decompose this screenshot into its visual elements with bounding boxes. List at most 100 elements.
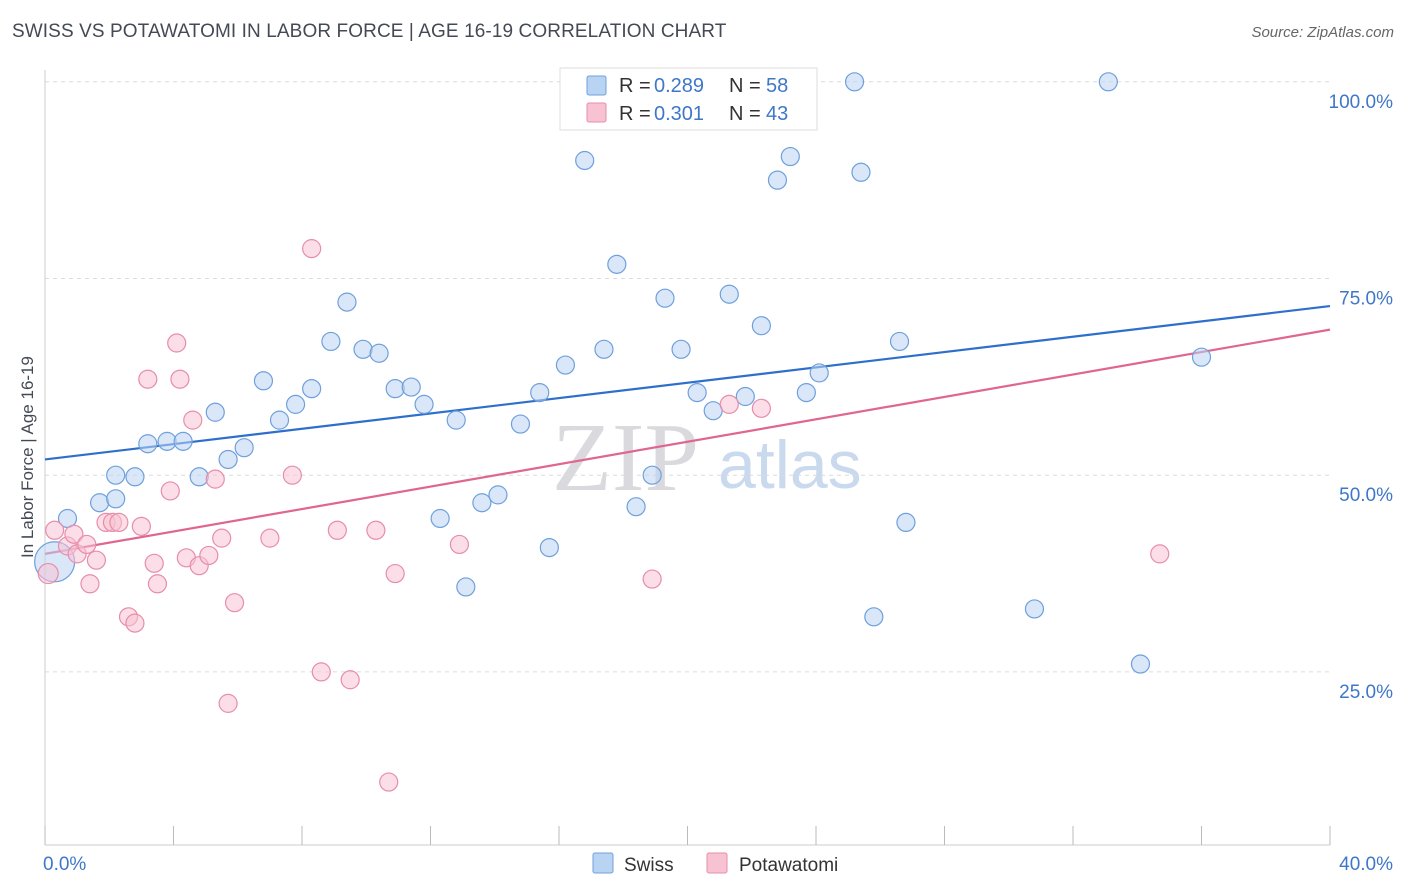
point-swiss-24 <box>430 508 450 529</box>
point-swiss-43 <box>735 386 755 407</box>
point-swiss-5 <box>125 467 145 487</box>
series-swiss <box>34 72 1212 674</box>
point-swiss-32 <box>555 355 576 375</box>
point-swiss-42 <box>719 284 739 304</box>
point-potawatomi-36 <box>385 563 405 584</box>
point-potawatomi-38 <box>642 569 662 589</box>
point-swiss-52 <box>889 331 910 352</box>
trendline-potawatomi <box>44 328 1331 555</box>
legend-n-value-potawatomi: 43 <box>766 103 788 125</box>
point-potawatomi-34 <box>366 520 386 540</box>
watermark-zip: ZIP <box>552 404 699 512</box>
point-swiss-18 <box>337 292 357 312</box>
y-tick-label-1: 50.0% <box>1339 485 1393 506</box>
bottom-legend-swatch-potawatomi <box>706 852 728 874</box>
point-potawatomi-16 <box>147 574 168 594</box>
point-swiss-30 <box>530 382 550 403</box>
point-swiss-45 <box>767 170 788 190</box>
point-potawatomi-40 <box>719 394 739 414</box>
point-swiss-7 <box>157 431 177 451</box>
point-swiss-13 <box>253 371 274 391</box>
point-swiss-57 <box>1191 347 1212 367</box>
point-potawatomi-1 <box>45 520 65 540</box>
point-swiss-34 <box>594 339 614 359</box>
point-swiss-4 <box>106 465 126 485</box>
legend-n-value-swiss: 58 <box>766 75 788 97</box>
x-tick-labels: 0.0% 40.0% <box>43 854 1393 875</box>
point-swiss-37 <box>642 465 662 485</box>
point-swiss-28 <box>488 485 508 505</box>
point-swiss-23 <box>414 394 434 414</box>
point-potawatomi-17 <box>160 481 180 501</box>
bottom-legend-swatch-swiss <box>592 852 614 874</box>
chart-title: SWISS VS POTAWATOMI IN LABOR FORCE | AGE… <box>12 21 727 42</box>
point-swiss-47 <box>796 382 816 403</box>
point-potawatomi-12 <box>125 613 145 633</box>
point-swiss-19 <box>353 339 373 359</box>
point-potawatomi-32 <box>327 520 347 540</box>
legend-swatch-swiss <box>586 75 607 96</box>
point-swiss-9 <box>189 467 209 487</box>
point-swiss-3 <box>106 489 126 509</box>
y-axis-label: In Labor Force | Age 16-19 <box>18 356 37 558</box>
point-potawatomi-13 <box>131 516 151 536</box>
legend-r-label-swiss: R = <box>619 75 651 97</box>
point-potawatomi-0 <box>37 562 59 585</box>
point-potawatomi-15 <box>144 553 164 573</box>
point-swiss-50 <box>851 162 871 182</box>
point-swiss-20 <box>369 343 389 363</box>
legend-r-value-potawatomi: 0.301 <box>654 103 704 125</box>
legend-r-label-potawatomi: R = <box>619 103 651 125</box>
trendline-swiss <box>44 304 1331 461</box>
grid <box>45 81 1330 673</box>
watermark-atlas: atlas <box>718 427 862 503</box>
point-swiss-38 <box>655 288 675 308</box>
legend-r-value-swiss: 0.289 <box>654 75 704 97</box>
point-swiss-33 <box>575 150 595 171</box>
legend-n-label-swiss: N = <box>729 75 761 97</box>
point-swiss-49 <box>844 72 865 92</box>
point-potawatomi-37 <box>449 534 470 555</box>
point-potawatomi-30 <box>302 239 322 259</box>
point-swiss-21 <box>385 379 405 399</box>
point-swiss-40 <box>687 382 707 403</box>
point-swiss-26 <box>456 577 476 597</box>
point-swiss-10 <box>205 402 225 422</box>
point-potawatomi-41 <box>751 398 771 418</box>
point-swiss-22 <box>401 377 421 397</box>
point-potawatomi-10 <box>109 512 129 533</box>
point-swiss-48 <box>809 363 829 383</box>
watermark: ZIP atlas <box>552 404 862 512</box>
point-potawatomi-7 <box>86 550 107 570</box>
point-potawatomi-3 <box>64 524 84 544</box>
y-tick-labels: 25.0% 50.0% 75.0% 100.0% <box>1329 92 1394 703</box>
legend-swatch-potawatomi <box>586 102 607 123</box>
legend-n-label-potawatomi: N = <box>729 103 761 125</box>
axes <box>44 70 1331 846</box>
point-potawatomi-19 <box>170 369 190 389</box>
point-swiss-46 <box>780 146 800 167</box>
point-swiss-14 <box>269 410 290 430</box>
series-potawatomi <box>37 68 1170 792</box>
bottom-legend-label-swiss: Swiss <box>624 855 674 876</box>
point-swiss-53 <box>896 512 916 533</box>
x-tick-label-0: 0.0% <box>43 854 86 875</box>
source-label: Source: ZipAtlas.com <box>1251 24 1394 41</box>
point-swiss-51 <box>864 607 884 627</box>
points <box>34 68 1212 792</box>
point-swiss-41 <box>703 401 723 421</box>
point-potawatomi-28 <box>260 528 280 548</box>
point-potawatomi-33 <box>340 670 360 690</box>
point-swiss-54 <box>1024 599 1045 619</box>
point-swiss-31 <box>539 537 559 558</box>
point-swiss-25 <box>446 410 466 430</box>
point-potawatomi-25 <box>212 528 232 548</box>
point-swiss-44 <box>751 316 771 336</box>
point-potawatomi-18 <box>167 333 187 353</box>
point-swiss-15 <box>285 394 306 414</box>
point-swiss-12 <box>234 438 254 458</box>
point-potawatomi-42 <box>1150 544 1170 564</box>
point-swiss-27 <box>472 493 492 513</box>
point-potawatomi-24 <box>205 469 225 489</box>
point-swiss-8 <box>173 431 193 451</box>
